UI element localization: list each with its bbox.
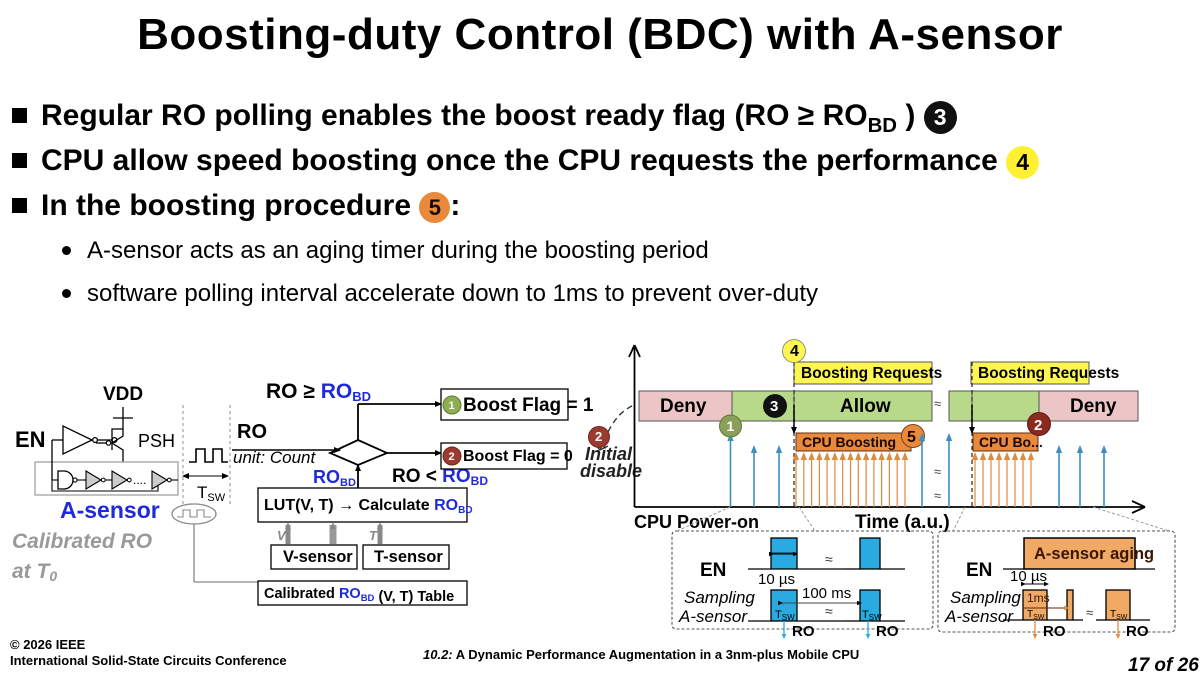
svg-text:≈: ≈ [934,464,941,479]
svg-text:TSW: TSW [197,483,226,504]
svg-text:T: T [369,528,378,543]
svg-text:EN: EN [966,560,992,581]
svg-text:Sampling: Sampling [684,588,755,607]
svg-text:at T0: at T0 [12,560,57,584]
svg-text:≈: ≈ [825,551,833,567]
svg-text:1ms: 1ms [1027,591,1050,605]
svg-text:Boosting Requests: Boosting Requests [978,365,1119,382]
svg-text:Calibrated RO: Calibrated RO [12,530,152,553]
svg-text:Time (a.u.): Time (a.u.) [855,512,950,533]
svg-text:4: 4 [790,343,799,360]
svg-text:Boosting Requests: Boosting Requests [801,365,942,382]
svg-text:RO: RO [1126,623,1149,640]
svg-text:≈: ≈ [825,603,833,619]
svg-text:disable: disable [580,461,642,481]
svg-text:unit: Count: unit: Count [233,448,316,467]
svg-text:ROBD: ROBD [313,467,356,489]
svg-text:1: 1 [727,418,735,434]
svg-text:Boost Flag = 0: Boost Flag = 0 [463,448,573,465]
svg-text:EN: EN [15,427,46,452]
svg-text:2: 2 [595,429,602,444]
svg-text:....: .... [133,473,146,487]
svg-text:10 µs: 10 µs [758,571,795,588]
svg-text:RO: RO [876,623,899,640]
svg-text:Boost Flag = 1: Boost Flag = 1 [463,395,594,416]
svg-text:1: 1 [449,400,455,412]
svg-text:≈: ≈ [934,488,941,503]
svg-text:10 µs: 10 µs [1010,568,1047,585]
svg-text:5: 5 [907,429,916,446]
svg-text:RO: RO [792,623,815,640]
svg-text:A-sensor: A-sensor [60,497,160,523]
svg-text:T-sensor: T-sensor [374,548,443,566]
svg-text:PSH: PSH [138,431,175,451]
svg-text:RO: RO [1043,623,1066,640]
svg-text:EN: EN [700,560,726,581]
svg-text:V-sensor: V-sensor [283,548,353,566]
svg-text:≈: ≈ [1086,605,1093,620]
svg-text:A-sensor: A-sensor [678,607,748,626]
svg-text:RO: RO [237,421,267,443]
svg-text:≈: ≈ [934,396,941,411]
svg-text:3: 3 [770,398,778,415]
svg-text:Sampling: Sampling [950,588,1021,607]
svg-text:Deny: Deny [1070,396,1117,417]
svg-text:RO ≥ ROBD: RO ≥ ROBD [266,380,371,404]
svg-text:2: 2 [1034,417,1042,434]
svg-text:CPU Boosting: CPU Boosting [802,434,896,450]
svg-text:VDD: VDD [103,384,143,405]
svg-text:CPU Bo...: CPU Bo... [979,434,1043,450]
svg-text:LUT(V, T) → Calculate ROBD: LUT(V, T) → Calculate ROBD [264,497,473,516]
svg-text:Deny: Deny [660,396,707,417]
svg-text:2: 2 [449,451,455,463]
svg-text:A-sensor aging: A-sensor aging [1034,545,1154,563]
svg-text:A-sensor: A-sensor [944,607,1014,626]
svg-text:Allow: Allow [840,396,891,417]
svg-text:100 ms: 100 ms [802,585,851,602]
